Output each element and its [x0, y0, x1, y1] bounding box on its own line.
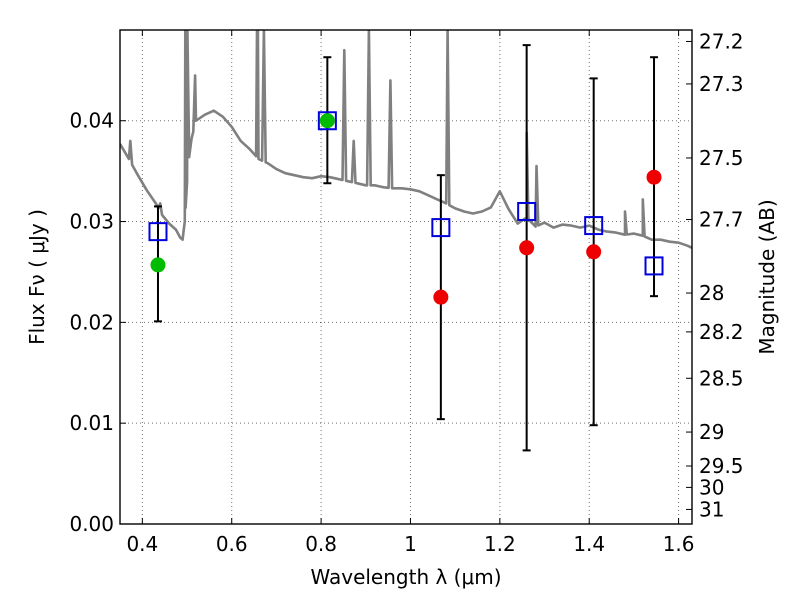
- x-axis-label: Wavelength λ (μm): [310, 565, 501, 589]
- model_flux-square: [644, 256, 664, 276]
- x-tick-label: 1.6: [663, 532, 695, 556]
- right-tick-label: 28.5: [699, 366, 744, 390]
- x-tick-label: 1: [404, 532, 417, 556]
- y-tick-label: 0.03: [69, 210, 114, 234]
- right-tick-label: 27.2: [699, 29, 744, 53]
- axis-ticks: 0.4 0.6 0.8 1 1.2 1.4 1.6 0.00 0.01 0.02 0.03 0.04 2…: [69, 29, 743, 556]
- x-tick-label: 0.8: [305, 532, 337, 556]
- model_flux-square: [317, 111, 337, 131]
- model-spectrum-line: [120, 30, 692, 249]
- plot-area: [120, 30, 692, 524]
- right-axis-label: Magnitude (AB): [755, 199, 779, 354]
- y-tick-label: 0.04: [69, 109, 114, 133]
- detection-point: [319, 113, 335, 129]
- x-tick-label: 1.4: [573, 532, 605, 556]
- y-tick-label: 0.01: [69, 411, 114, 435]
- y-axis-label: Flux Fν ( μJy ): [25, 209, 49, 345]
- non_detection-point: [519, 240, 535, 256]
- model_flux-square: [584, 216, 604, 236]
- right-tick-label: 27.5: [699, 146, 744, 170]
- right-tick-label: 29: [699, 420, 724, 444]
- x-tick-label: 0.4: [126, 532, 158, 556]
- plot-frame: [119, 29, 693, 525]
- right-tick-label: 28: [699, 281, 724, 305]
- right-tick-label: 27.7: [699, 208, 744, 232]
- non_detection-point: [646, 169, 662, 185]
- non_detection-point: [586, 244, 602, 260]
- model-spectrum: [120, 30, 692, 249]
- y-tick-label: 0.00: [69, 512, 114, 536]
- model_flux-square: [431, 218, 451, 238]
- data-markers: [148, 111, 664, 305]
- right-tick-label: 28.2: [699, 320, 744, 344]
- right-tick-label: 29.5: [699, 454, 744, 478]
- model_flux-square: [148, 222, 168, 242]
- detection-point: [150, 257, 166, 273]
- right-tick-label: 27.3: [699, 72, 744, 96]
- x-tick-label: 1.2: [484, 532, 516, 556]
- non_detection-point: [433, 289, 449, 305]
- right-tick-label: 30: [699, 475, 724, 499]
- y-tick-label: 0.02: [69, 310, 114, 334]
- right-tick-label: 31: [699, 497, 724, 521]
- model_flux-square: [517, 201, 537, 221]
- x-tick-label: 0.6: [216, 532, 248, 556]
